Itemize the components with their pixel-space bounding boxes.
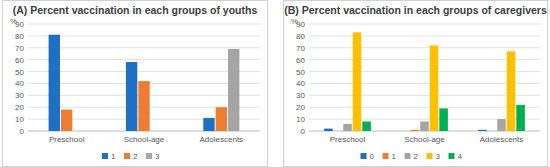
legend-swatch (146, 153, 152, 159)
bar (478, 130, 487, 131)
bar (353, 32, 362, 131)
y-tick-label: 30 (296, 91, 305, 100)
y-tick-label: 70 (296, 44, 305, 53)
bar (216, 107, 227, 131)
bar (138, 81, 149, 131)
bars (49, 35, 240, 131)
legend-swatch (124, 153, 130, 159)
grid-line (309, 83, 540, 84)
bar (401, 131, 410, 132)
figure: (A) Percent vaccination in each groups o… (0, 0, 550, 167)
y-tick-label: 40 (15, 79, 24, 88)
grid-line (28, 47, 260, 48)
grid-line (28, 35, 260, 36)
chart: (A) Percent vaccination in each groups o… (3, 1, 268, 167)
x-tick-label: Adolescents (200, 135, 244, 144)
grid-line (28, 71, 260, 72)
legend-label: 1 (111, 152, 116, 161)
chart: (B) Percent vaccination in each groups o… (284, 1, 548, 167)
bar (334, 131, 343, 132)
grid-line (309, 24, 540, 25)
x-tick-label: School-age (124, 135, 165, 144)
bar (126, 62, 137, 131)
grid-line (309, 35, 540, 36)
bar (488, 131, 497, 132)
y-tick-label: 10 (296, 115, 305, 124)
title: (B) Percent vaccination in each groups o… (284, 4, 547, 16)
grid-line (309, 71, 540, 72)
bar (61, 110, 72, 131)
chart-frame (3, 1, 268, 167)
bar (507, 51, 516, 131)
bar (228, 49, 239, 131)
legend-swatch (427, 153, 433, 159)
legend-swatch (383, 153, 389, 159)
x-tick-label: Adolescents (480, 135, 524, 144)
bar (497, 119, 506, 131)
y-tick-label: 90 (296, 20, 305, 29)
y-tick-label: 20 (296, 103, 305, 112)
y-tick-label: 60 (15, 56, 24, 65)
bar (516, 105, 525, 131)
y-tick-label: 0 (301, 127, 306, 136)
legend-label: 4 (458, 152, 463, 161)
x-tick-label: Preschool (49, 135, 85, 144)
legend-label: 0 (370, 152, 375, 161)
grid-line (309, 107, 540, 108)
title: (A) Percent vaccination in each groups o… (13, 4, 258, 16)
legend-label: 2 (414, 152, 419, 161)
bar (203, 118, 214, 131)
x-tick-label: School-age (404, 135, 445, 144)
y-tick-label: 0 (20, 127, 25, 136)
y-tick-label: 90 (15, 20, 24, 29)
grid-line (309, 47, 540, 48)
y-tick-label: 50 (296, 68, 305, 77)
legend-label: 1 (392, 152, 397, 161)
legend-label: 3 (155, 152, 160, 161)
y-tick-label: 20 (15, 103, 24, 112)
y-tick-label: 70 (15, 44, 24, 53)
y-tick-label: 10 (15, 115, 24, 124)
y-tick-label: 50 (15, 68, 24, 77)
y-tick-label: 80 (15, 32, 24, 41)
bar (430, 45, 439, 131)
legend-swatch (449, 153, 455, 159)
grid-line (309, 59, 540, 60)
bar (324, 129, 333, 131)
grid-line (28, 24, 260, 25)
bar (343, 124, 352, 131)
y-tick-label: 30 (15, 91, 24, 100)
bar (411, 130, 420, 131)
bar (362, 121, 371, 131)
legend-swatch (102, 153, 108, 159)
bars (324, 32, 525, 131)
legend-swatch (361, 153, 367, 159)
bar (420, 121, 429, 131)
legend-swatch (405, 153, 411, 159)
bar (151, 131, 162, 132)
bar (439, 108, 448, 131)
x-tick-label: Preschool (330, 135, 366, 144)
bar (73, 131, 84, 132)
y-tick-label: 60 (296, 56, 305, 65)
y-tick-label: 80 (296, 32, 305, 41)
grid-line (28, 59, 260, 60)
chart-frame (284, 1, 548, 167)
legend-label: 3 (436, 152, 441, 161)
y-tick-label: 40 (296, 79, 305, 88)
grid-line (309, 95, 540, 96)
legend-label: 2 (133, 152, 138, 161)
bar (49, 35, 60, 131)
